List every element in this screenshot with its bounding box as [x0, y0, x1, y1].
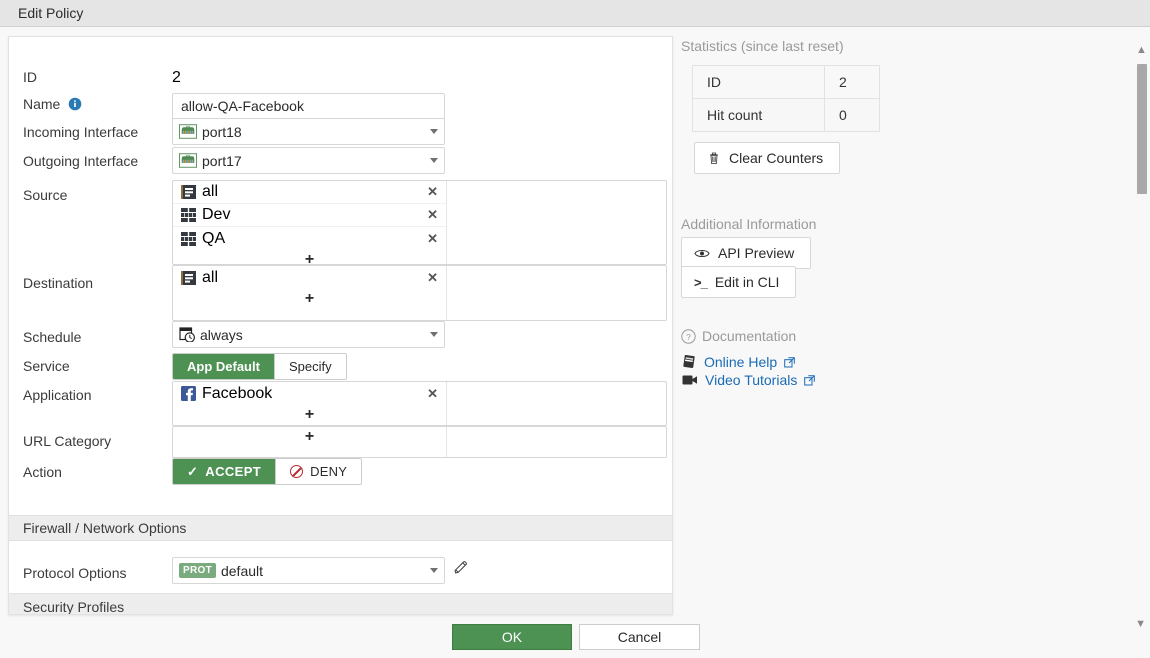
- svg-text:?: ?: [686, 332, 691, 342]
